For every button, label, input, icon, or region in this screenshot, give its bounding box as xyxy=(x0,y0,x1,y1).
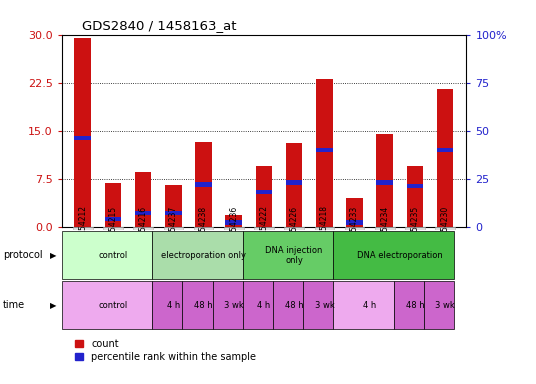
Bar xyxy=(333,281,394,329)
Text: control: control xyxy=(98,251,128,260)
Text: 4 h: 4 h xyxy=(363,301,376,310)
Bar xyxy=(226,215,242,227)
Text: 3 wk: 3 wk xyxy=(224,301,244,310)
Bar xyxy=(152,232,243,279)
Bar xyxy=(407,166,423,227)
Text: 3 wk: 3 wk xyxy=(315,301,334,310)
Bar xyxy=(243,232,333,279)
Bar xyxy=(333,232,454,279)
Text: 48 h: 48 h xyxy=(285,301,303,310)
FancyBboxPatch shape xyxy=(133,227,153,230)
FancyBboxPatch shape xyxy=(285,227,304,230)
FancyBboxPatch shape xyxy=(194,227,213,230)
Text: GSM154216: GSM154216 xyxy=(139,205,148,252)
FancyBboxPatch shape xyxy=(375,227,394,230)
Bar xyxy=(407,184,423,189)
FancyBboxPatch shape xyxy=(163,227,183,230)
FancyBboxPatch shape xyxy=(103,227,123,230)
Bar xyxy=(394,281,424,329)
Bar xyxy=(437,147,453,152)
FancyBboxPatch shape xyxy=(345,227,364,230)
Text: GSM154230: GSM154230 xyxy=(441,205,450,252)
Bar xyxy=(75,136,91,141)
Bar xyxy=(346,198,363,227)
Text: GSM154218: GSM154218 xyxy=(320,205,329,252)
Text: GSM154226: GSM154226 xyxy=(289,205,299,252)
Bar xyxy=(376,134,393,227)
FancyBboxPatch shape xyxy=(435,227,455,230)
FancyBboxPatch shape xyxy=(405,227,425,230)
Text: GSM154215: GSM154215 xyxy=(108,205,117,252)
FancyBboxPatch shape xyxy=(224,227,243,230)
Text: GSM154222: GSM154222 xyxy=(259,205,269,252)
Bar xyxy=(165,185,182,227)
Bar xyxy=(195,182,212,187)
Text: GSM154234: GSM154234 xyxy=(380,205,389,252)
Bar xyxy=(152,281,182,329)
Bar xyxy=(75,38,91,227)
Text: ▶: ▶ xyxy=(50,251,56,260)
Text: 4 h: 4 h xyxy=(167,301,180,310)
Bar xyxy=(213,281,243,329)
Bar xyxy=(303,281,333,329)
Bar xyxy=(256,166,272,227)
FancyBboxPatch shape xyxy=(315,227,334,230)
Bar xyxy=(316,147,333,152)
Bar xyxy=(105,183,121,227)
Text: GSM154233: GSM154233 xyxy=(350,205,359,252)
Bar xyxy=(316,79,333,227)
Bar xyxy=(105,217,121,221)
Legend: count, percentile rank within the sample: count, percentile rank within the sample xyxy=(75,339,256,362)
Bar xyxy=(243,281,273,329)
Text: 48 h: 48 h xyxy=(406,301,425,310)
Bar xyxy=(424,281,454,329)
Bar xyxy=(437,89,453,227)
Text: GDS2840 / 1458163_at: GDS2840 / 1458163_at xyxy=(82,19,236,32)
Text: DNA injection
only: DNA injection only xyxy=(265,246,323,265)
Bar xyxy=(346,220,363,225)
Text: 48 h: 48 h xyxy=(194,301,213,310)
Text: GSM154212: GSM154212 xyxy=(78,205,87,252)
Text: GSM154237: GSM154237 xyxy=(169,205,178,252)
Text: GSM154238: GSM154238 xyxy=(199,205,208,252)
Text: time: time xyxy=(3,300,25,310)
Text: DNA electroporation: DNA electroporation xyxy=(357,251,443,260)
Bar xyxy=(165,211,182,215)
Text: 4 h: 4 h xyxy=(257,301,271,310)
Text: protocol: protocol xyxy=(3,250,42,260)
Bar xyxy=(62,281,152,329)
Bar xyxy=(286,180,302,185)
Text: 3 wk: 3 wk xyxy=(435,301,455,310)
Bar xyxy=(273,281,303,329)
Bar xyxy=(182,281,213,329)
FancyBboxPatch shape xyxy=(254,227,274,230)
Text: GSM154236: GSM154236 xyxy=(229,205,239,252)
Text: GSM154235: GSM154235 xyxy=(411,205,420,252)
Bar xyxy=(256,190,272,194)
FancyBboxPatch shape xyxy=(73,227,93,230)
Bar xyxy=(376,180,393,185)
Bar xyxy=(135,211,152,215)
Bar xyxy=(226,220,242,225)
Bar xyxy=(135,172,152,227)
Bar xyxy=(62,232,152,279)
Text: control: control xyxy=(98,301,128,310)
Bar xyxy=(286,143,302,227)
Bar xyxy=(195,142,212,227)
Text: electroporation only: electroporation only xyxy=(161,251,246,260)
Text: ▶: ▶ xyxy=(50,301,56,310)
